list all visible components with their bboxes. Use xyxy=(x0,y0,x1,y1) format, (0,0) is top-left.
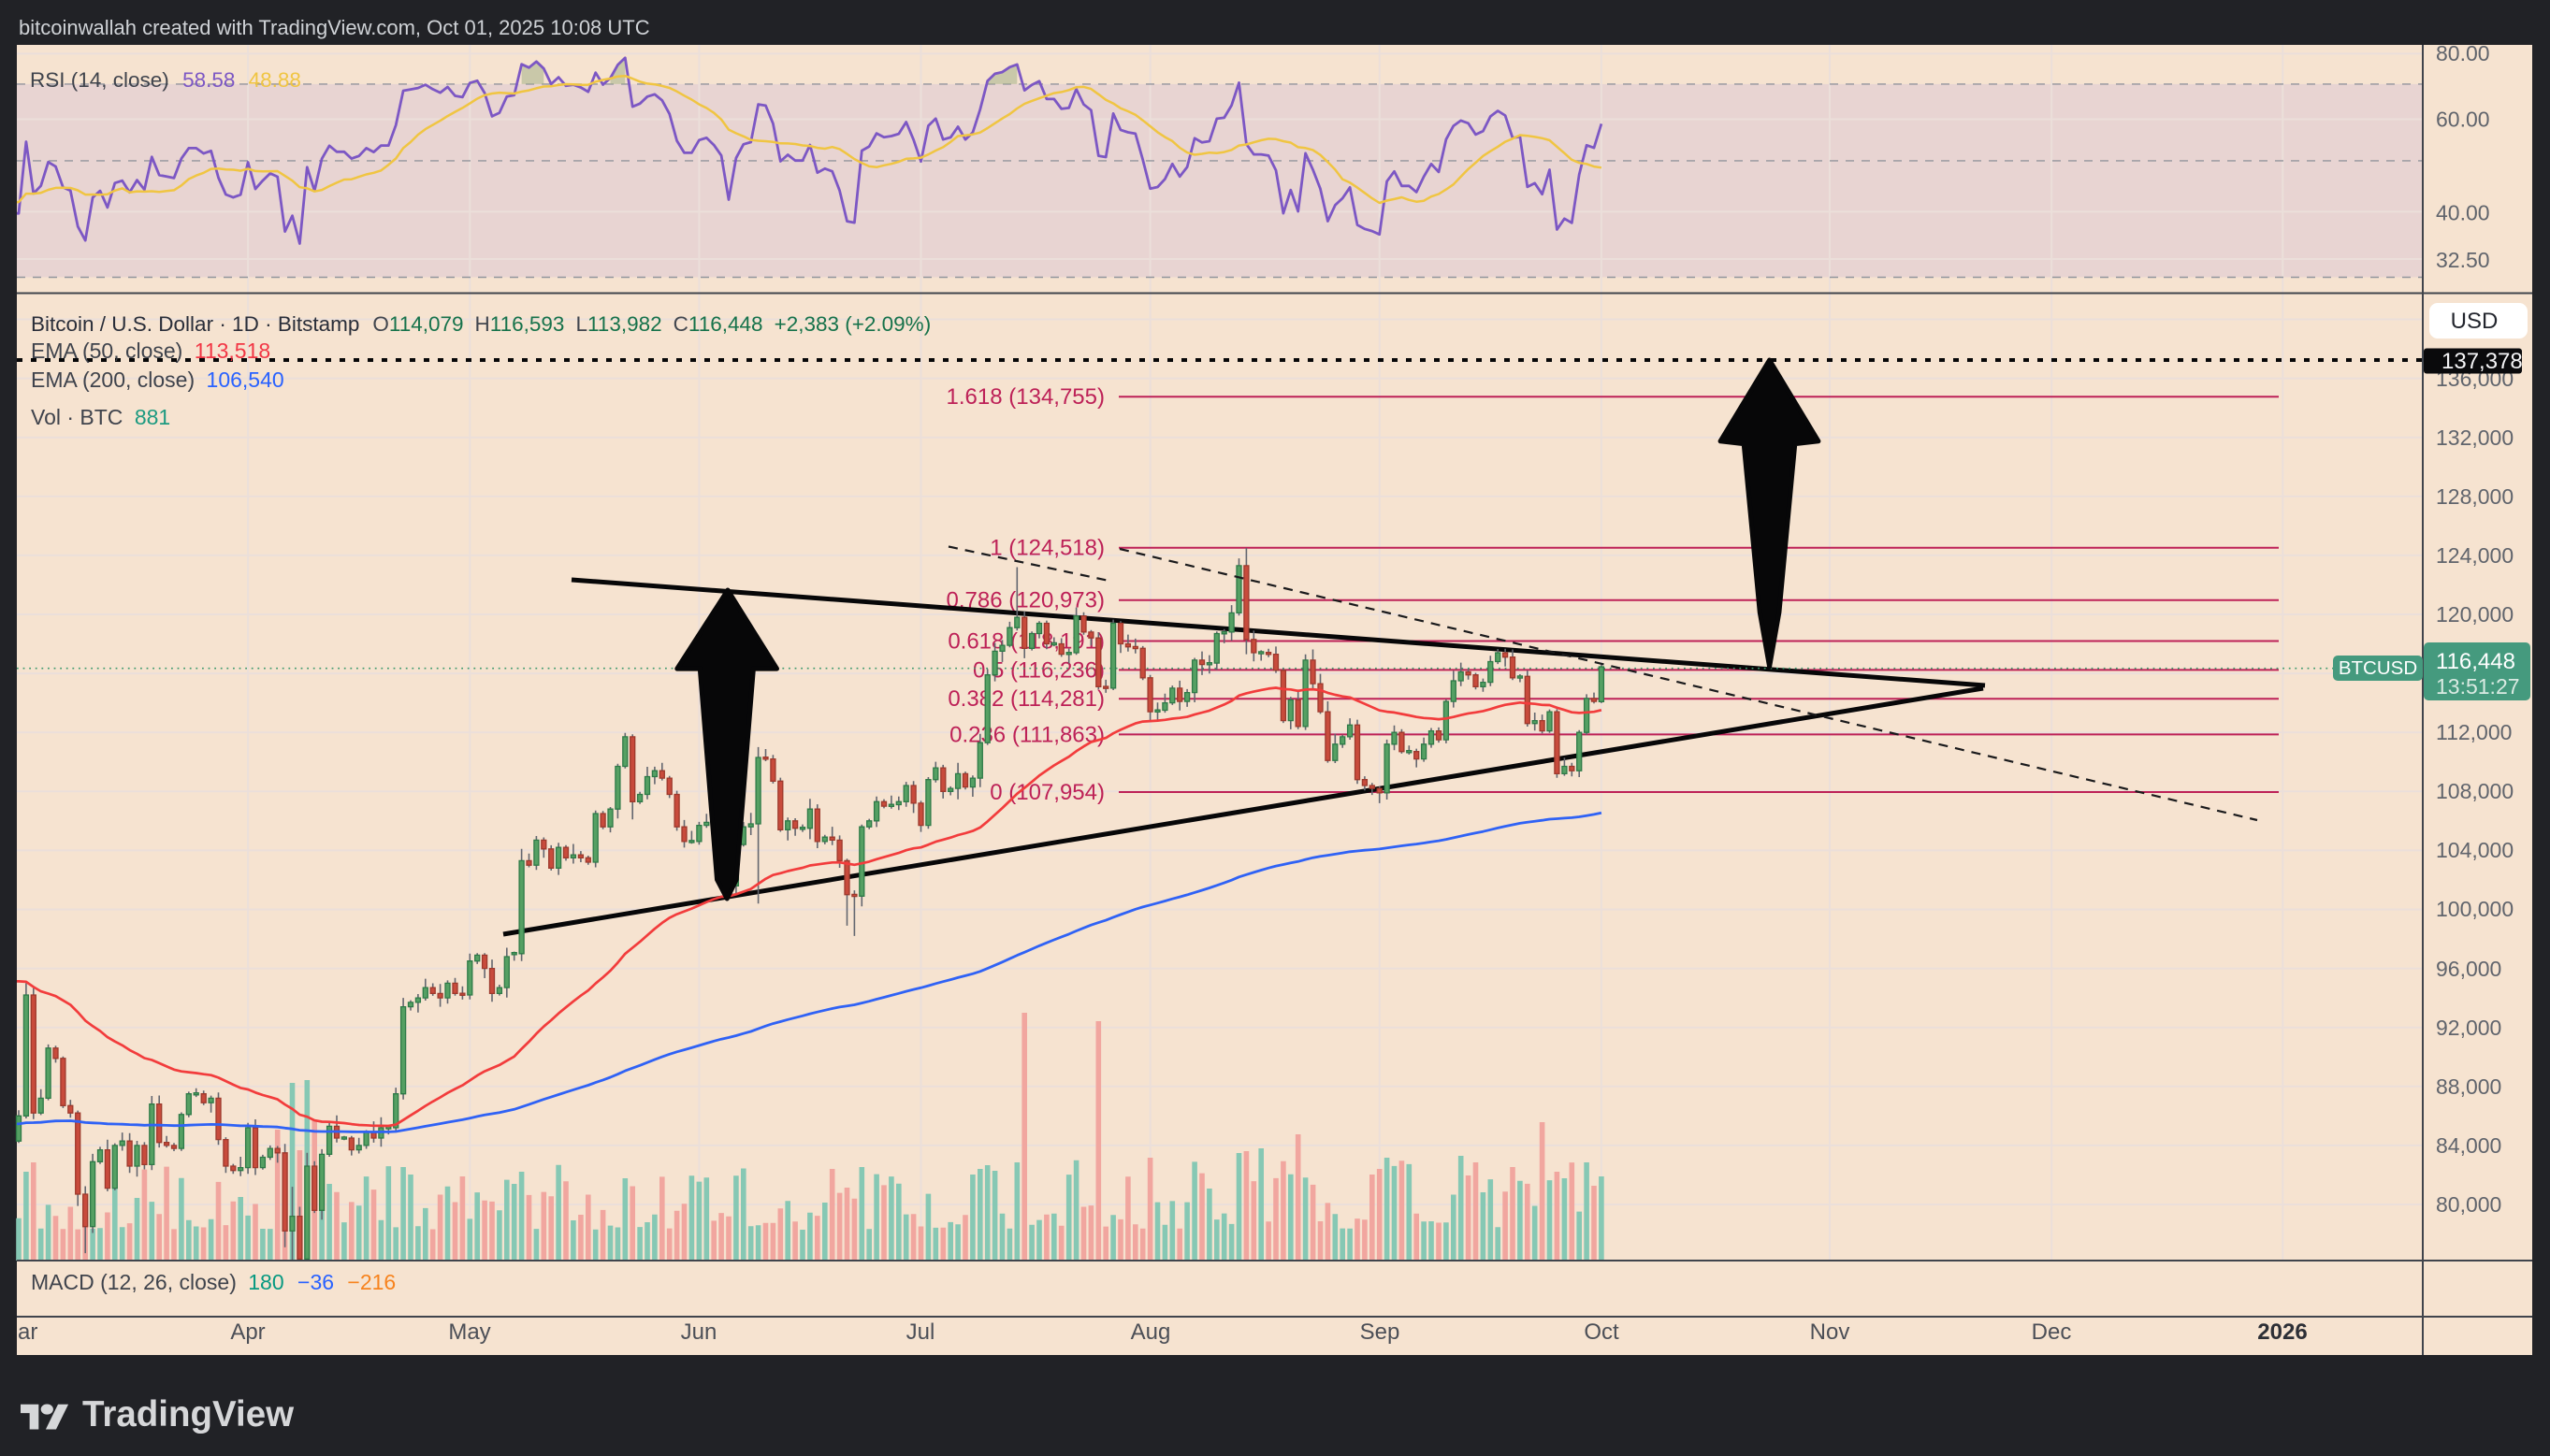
svg-text:104,000: 104,000 xyxy=(2436,838,2514,862)
svg-text:84,000: 84,000 xyxy=(2436,1133,2501,1158)
svg-text:88,000: 88,000 xyxy=(2436,1074,2501,1099)
svg-text:Apr: Apr xyxy=(230,1319,265,1345)
svg-text:Jul: Jul xyxy=(906,1319,935,1345)
svg-text:80.00: 80.00 xyxy=(2436,41,2490,65)
svg-text:13:51:27: 13:51:27 xyxy=(2436,674,2520,699)
svg-text:32.50: 32.50 xyxy=(2436,248,2490,272)
svg-text:Aug: Aug xyxy=(1131,1319,1171,1345)
svg-text:0.236 (111,863): 0.236 (111,863) xyxy=(949,722,1105,747)
svg-text:TradingView: TradingView xyxy=(82,1394,295,1434)
svg-text:96,000: 96,000 xyxy=(2436,957,2501,981)
svg-text:Bitcoin / U.S. Dollar · 1D · B: Bitcoin / U.S. Dollar · 1D · Bitstamp O11… xyxy=(31,312,931,336)
svg-text:80,000: 80,000 xyxy=(2436,1192,2501,1217)
svg-text:USD: USD xyxy=(2451,309,2499,334)
svg-text:Sep: Sep xyxy=(1360,1319,1400,1345)
svg-text:0.382 (114,281): 0.382 (114,281) xyxy=(948,686,1105,712)
svg-text:1.618 (134,755): 1.618 (134,755) xyxy=(947,384,1105,410)
svg-text:ar: ar xyxy=(18,1319,37,1345)
svg-text:Vol · BTC 881: Vol · BTC 881 xyxy=(31,405,170,429)
svg-text:Oct: Oct xyxy=(1584,1319,1619,1345)
svg-text:Jun: Jun xyxy=(681,1319,717,1345)
svg-text:112,000: 112,000 xyxy=(2436,720,2512,744)
svg-text:128,000: 128,000 xyxy=(2436,484,2514,509)
svg-text:108,000: 108,000 xyxy=(2436,779,2514,803)
svg-text:137,378: 137,378 xyxy=(2441,349,2523,374)
svg-text:132,000: 132,000 xyxy=(2436,425,2514,450)
svg-text:Nov: Nov xyxy=(1810,1319,1850,1345)
svg-text:120,000: 120,000 xyxy=(2436,602,2514,627)
svg-text:0 (107,954): 0 (107,954) xyxy=(990,780,1105,805)
svg-text:Dec: Dec xyxy=(2032,1319,2072,1345)
svg-text:RSI (14, close) 58.58 48.88: RSI (14, close) 58.58 48.88 xyxy=(30,68,301,92)
svg-text:EMA (50, close) 113,518: EMA (50, close) 113,518 xyxy=(31,339,270,363)
svg-text:bitcoinwallah created with Tra: bitcoinwallah created with TradingView.c… xyxy=(19,16,650,39)
svg-text:60.00: 60.00 xyxy=(2436,108,2490,132)
svg-text:EMA (200, close) 106,540: EMA (200, close) 106,540 xyxy=(31,368,284,392)
svg-text:1 (124,518): 1 (124,518) xyxy=(990,536,1105,561)
svg-text:92,000: 92,000 xyxy=(2436,1016,2501,1040)
svg-text:116,448: 116,448 xyxy=(2436,649,2515,674)
svg-text:124,000: 124,000 xyxy=(2436,543,2514,568)
svg-text:40.00: 40.00 xyxy=(2436,201,2490,225)
svg-text:2026: 2026 xyxy=(2257,1319,2307,1345)
svg-text:BTCUSD: BTCUSD xyxy=(2339,657,2417,679)
svg-text:May: May xyxy=(448,1319,490,1345)
svg-text:MACD (12, 26, close) 180 −36 −: MACD (12, 26, close) 180 −36 −216 xyxy=(31,1270,396,1294)
svg-text:100,000: 100,000 xyxy=(2436,897,2514,921)
